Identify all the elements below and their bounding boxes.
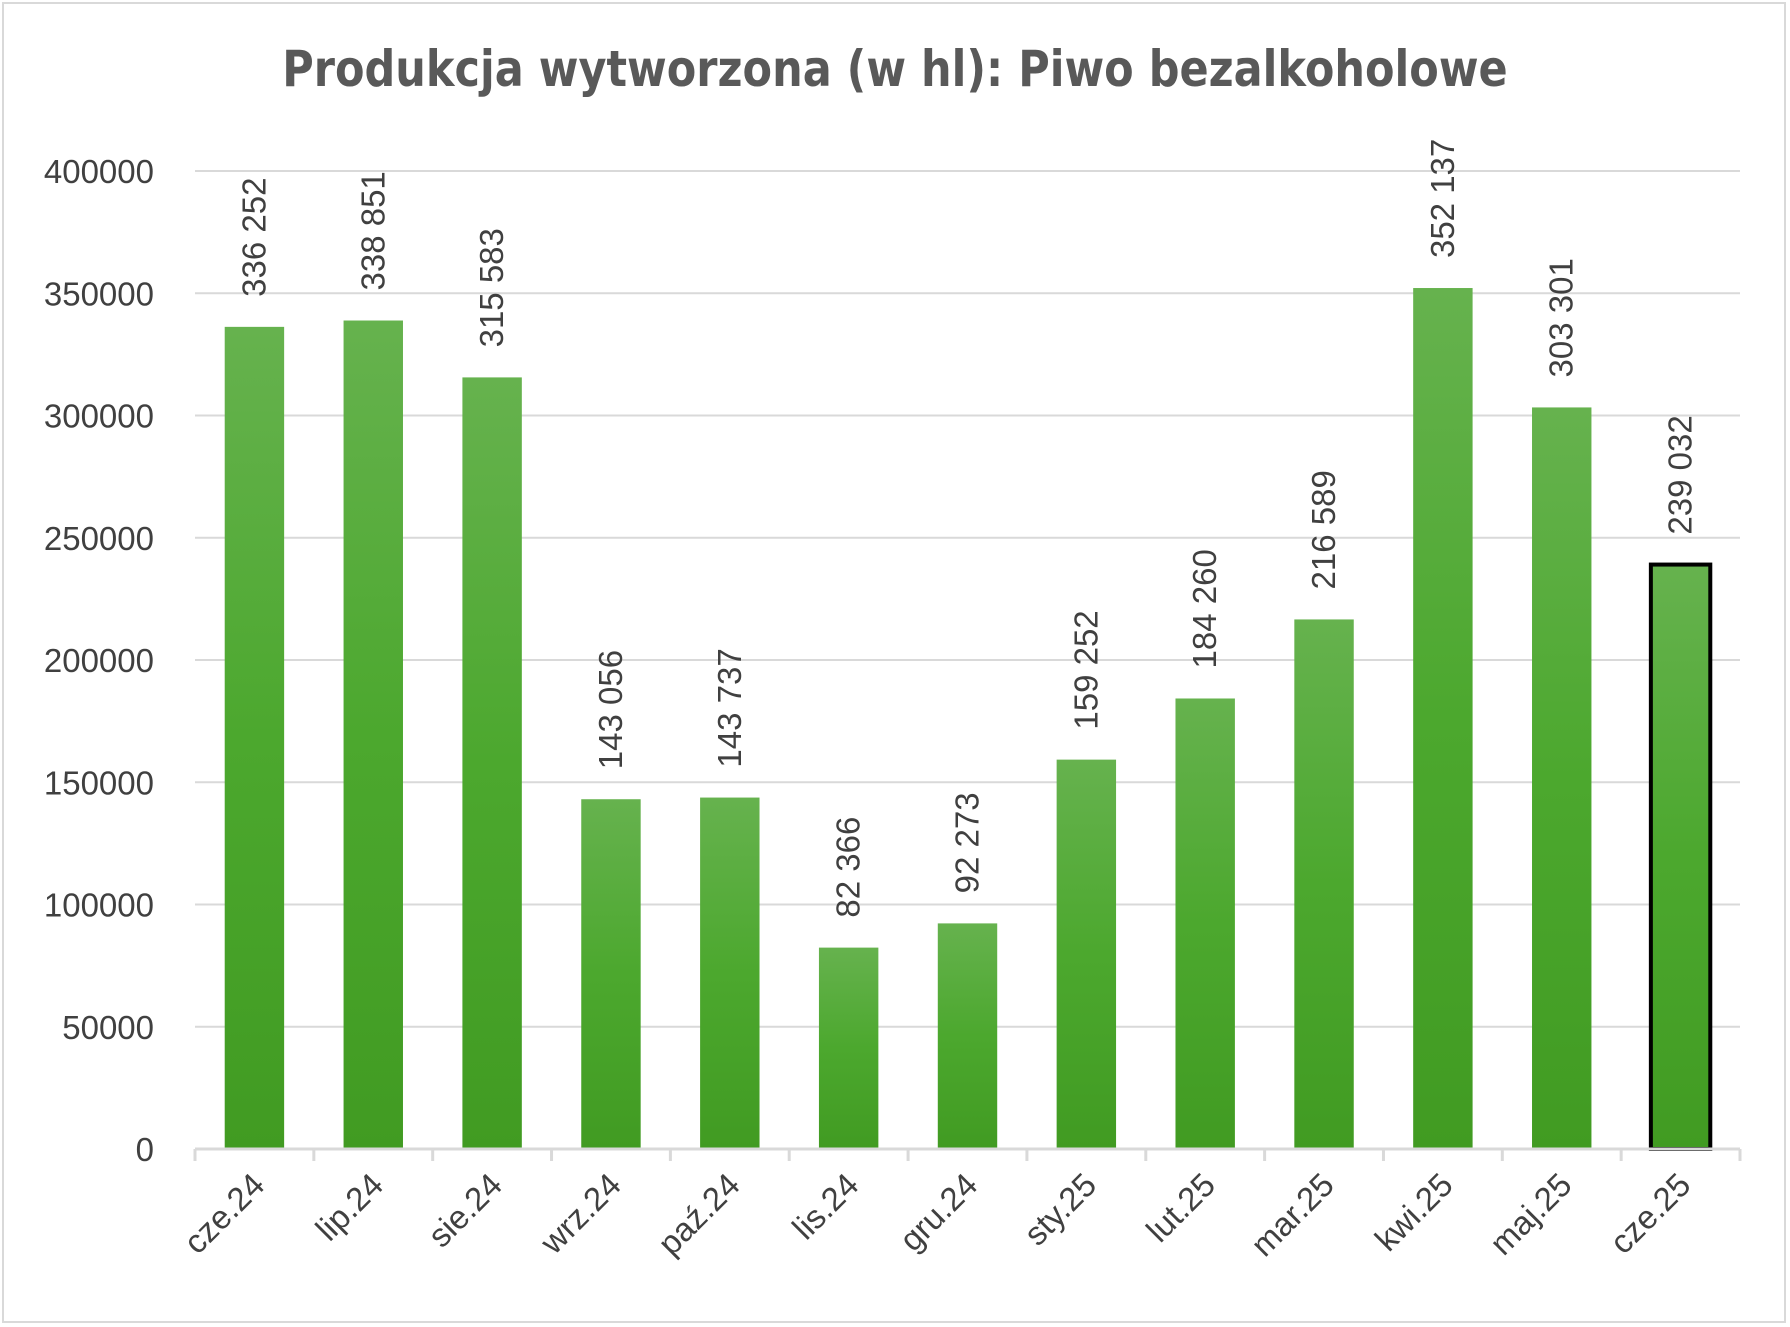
data-label: 352 137 [1424, 139, 1461, 258]
bars [224, 288, 1713, 1151]
y-tick-label: 350000 [44, 275, 154, 312]
data-label: 338 851 [354, 171, 391, 290]
bar-highlighted [1648, 562, 1713, 1151]
bar [1294, 619, 1354, 1149]
data-label: 143 056 [592, 650, 629, 769]
x-category-label: kwi.25 [1368, 1166, 1460, 1258]
data-label: 92 273 [949, 792, 986, 893]
x-category-label: lis.24 [785, 1166, 866, 1247]
y-tick-label: 400000 [44, 153, 154, 190]
bar [937, 923, 998, 1149]
x-category-label: cze.24 [176, 1166, 271, 1261]
x-axis [193, 1147, 1742, 1161]
data-label: 159 252 [1067, 610, 1104, 729]
data-label: 315 583 [473, 228, 510, 347]
y-tick-label: 200000 [44, 642, 154, 679]
x-axis-categories: cze.24 lip.24 sie.24 wrz.24 paź.24 lis.24 gru.… [176, 1166, 1697, 1264]
data-label: 336 252 [235, 178, 272, 297]
bar [462, 377, 522, 1150]
gridlines [195, 170, 1740, 1028]
x-category-label: lut.25 [1139, 1166, 1222, 1249]
y-tick-label: 50000 [62, 1009, 154, 1046]
x-category-label: wrz.24 [532, 1166, 628, 1262]
y-tick-label: 250000 [44, 520, 154, 557]
chart-title: Produkcja wytworzona (w hl): Piwo bezalk… [282, 40, 1508, 98]
data-label: 239 032 [1662, 415, 1699, 534]
bar [581, 799, 641, 1149]
x-category-label: lip.24 [308, 1166, 390, 1248]
bar [343, 320, 403, 1150]
y-tick-label: 150000 [44, 764, 154, 801]
data-label: 82 366 [830, 817, 867, 918]
bar [1413, 288, 1473, 1149]
bar [224, 326, 285, 1149]
bar [700, 797, 760, 1149]
y-tick-label: 0 [136, 1131, 154, 1168]
x-category-label: gru.24 [892, 1166, 984, 1258]
x-category-label: maj.25 [1482, 1166, 1578, 1262]
data-label: 143 737 [711, 648, 748, 767]
bar [818, 947, 879, 1149]
x-category-label: sie.24 [421, 1166, 509, 1254]
y-tick-label: 300000 [44, 398, 154, 435]
bar [1175, 698, 1235, 1149]
x-category-label: paź.24 [651, 1166, 747, 1262]
data-labels: 336 252 338 851 315 583 143 056 143 737 82 36… [235, 139, 1698, 918]
data-label: 303 301 [1543, 258, 1580, 377]
bar [1532, 407, 1592, 1149]
y-axis-ticks: 0 50000 100000 150000 200000 250000 300000 3500… [44, 153, 154, 1168]
x-category-label: sty.25 [1017, 1166, 1104, 1253]
x-category-label: cze.25 [1603, 1166, 1698, 1261]
y-tick-label: 100000 [44, 887, 154, 924]
data-label: 184 260 [1186, 549, 1223, 668]
x-category-label: mar.25 [1243, 1166, 1341, 1264]
bar [1056, 759, 1117, 1149]
data-label: 216 589 [1305, 470, 1342, 589]
